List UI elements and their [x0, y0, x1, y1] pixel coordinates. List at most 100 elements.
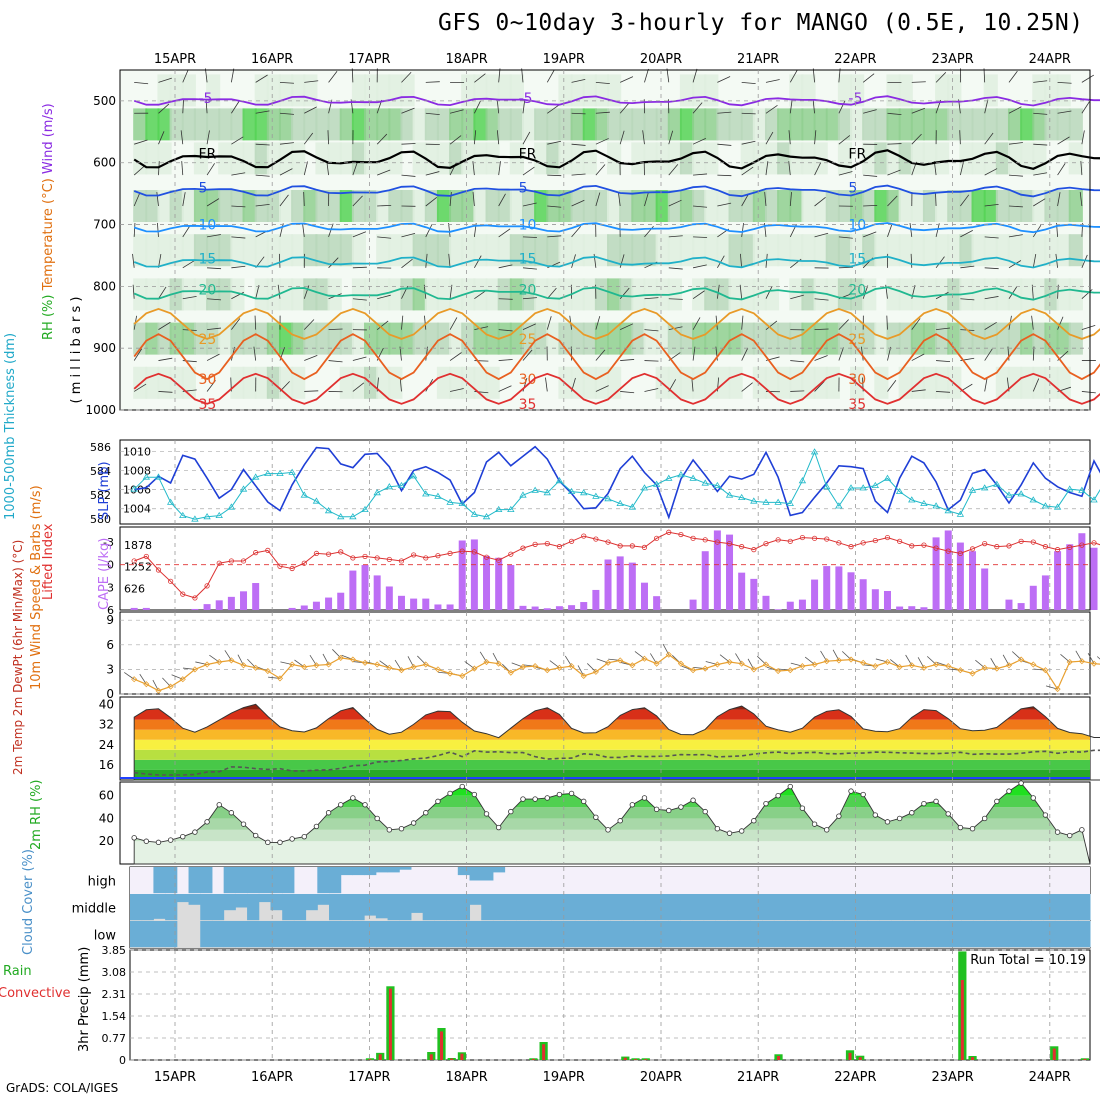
rh-shade-cell — [509, 234, 524, 267]
cape-bar — [130, 607, 138, 610]
rh-shade-cell — [461, 322, 476, 355]
wind-speed-marker — [191, 666, 198, 673]
cloud-cell — [375, 867, 389, 873]
cloud-cell — [352, 921, 365, 948]
rh-shade-cell — [400, 108, 415, 141]
rh-shade-cell — [837, 322, 853, 355]
rh-shade-cell — [558, 74, 573, 107]
thickness-marker — [665, 474, 673, 481]
cape-bar — [592, 589, 600, 610]
rh-shade-cell — [206, 322, 221, 355]
wind-barb — [887, 195, 898, 207]
cloud-cell — [329, 921, 342, 948]
wind-speed-marker — [325, 661, 332, 668]
wind-speed-marker — [276, 675, 284, 682]
y-tick-label: 3 — [106, 662, 114, 676]
cloud-cell — [1031, 921, 1044, 948]
rh-shade-cell — [679, 142, 695, 175]
rh-shade-cell — [266, 74, 281, 107]
rh-shade-cell — [449, 142, 464, 175]
isotherm-label: 30 — [848, 372, 866, 388]
li-marker — [787, 538, 793, 544]
wind-barb — [399, 346, 402, 361]
wind-barb — [522, 131, 531, 145]
rh-marker — [921, 800, 927, 807]
wind-barb — [692, 290, 705, 300]
date-label-top: 21APR — [737, 52, 779, 67]
wind-barb — [984, 203, 999, 207]
cloud-cell — [340, 867, 353, 876]
y-tick-label: 40 — [99, 698, 114, 712]
wind-barb — [984, 296, 999, 300]
wind-barb — [1081, 289, 1093, 300]
y-tick-label-slp: 1008 — [123, 465, 151, 478]
y-tick-label: 700 — [93, 218, 116, 232]
date-label-top: 17APR — [348, 52, 390, 67]
rh-shade-cell — [862, 142, 877, 175]
wind-barb — [717, 76, 731, 83]
cape-bar — [422, 598, 430, 610]
cloud-cell — [937, 921, 951, 948]
li-marker — [678, 531, 684, 538]
rh-shade-cell — [874, 190, 889, 222]
temp-band — [134, 749, 1090, 760]
rh-shade-cell — [388, 278, 403, 311]
cape-bar — [944, 530, 952, 610]
rh-marker — [204, 819, 210, 825]
wind-speed-line — [133, 653, 1100, 692]
wind-speed-marker — [799, 663, 806, 670]
cloud-cell — [410, 894, 424, 913]
rh-shade-cell — [692, 142, 707, 175]
rh-shade-cell — [728, 366, 743, 399]
wind-barb — [352, 298, 367, 301]
cloud-cell — [258, 894, 271, 903]
wind-barb — [668, 235, 683, 238]
rh-shade-cell — [910, 108, 925, 141]
li-marker — [228, 558, 234, 564]
rh-shade-cell — [145, 322, 160, 355]
rh-shade-cell — [388, 142, 403, 175]
li-marker — [897, 538, 903, 544]
rh-shade-cell — [449, 322, 464, 355]
cape-bar — [495, 557, 503, 610]
cloud-cell — [457, 921, 471, 948]
y-tick-label-thickness: 582 — [90, 489, 111, 502]
rh-shade-cell — [789, 74, 804, 107]
wind-speed-marker — [216, 658, 223, 666]
wind-barb — [644, 329, 659, 332]
thickness-marker — [300, 491, 308, 498]
wind-barb — [717, 202, 732, 207]
rh-marker — [605, 827, 611, 833]
wind-speed-marker — [835, 657, 842, 664]
wind-speed-marker — [361, 659, 369, 666]
rh-shade-cell — [777, 190, 792, 222]
rh-shade-cell — [1020, 234, 1035, 267]
rh-marker — [1006, 788, 1012, 794]
wind-barb — [205, 99, 208, 114]
wind-barb — [1031, 315, 1034, 330]
cloud-cell — [539, 894, 552, 921]
wind-speed-marker — [301, 663, 308, 671]
wind-barb — [328, 328, 343, 331]
li-marker — [909, 543, 915, 549]
rh-shade-cell — [364, 108, 379, 141]
credit-text: GrADS: COLA/IGES — [6, 1081, 119, 1095]
wind-barb — [1032, 378, 1040, 392]
rh-shade-cell — [242, 108, 257, 141]
rh-shade-cell — [764, 278, 780, 311]
cloud-cell — [867, 921, 880, 948]
wind-barb — [765, 79, 780, 83]
wind-barb — [231, 101, 240, 114]
rh-shade-cell — [850, 74, 865, 107]
rh-shade-cell — [607, 142, 622, 175]
wind-barb — [474, 290, 487, 300]
temp-band — [134, 739, 1090, 750]
cloud-cell — [972, 894, 986, 921]
rh-shade-cell — [777, 108, 792, 141]
rh-shade-cell — [315, 142, 330, 175]
cape-bar — [932, 537, 940, 610]
rh-shade-cell — [1056, 234, 1071, 267]
rh-outline — [133, 782, 1091, 865]
y-tick-label: 900 — [93, 341, 116, 355]
y-axis-label-units: ( m i l l i b a r s ) — [69, 297, 84, 404]
